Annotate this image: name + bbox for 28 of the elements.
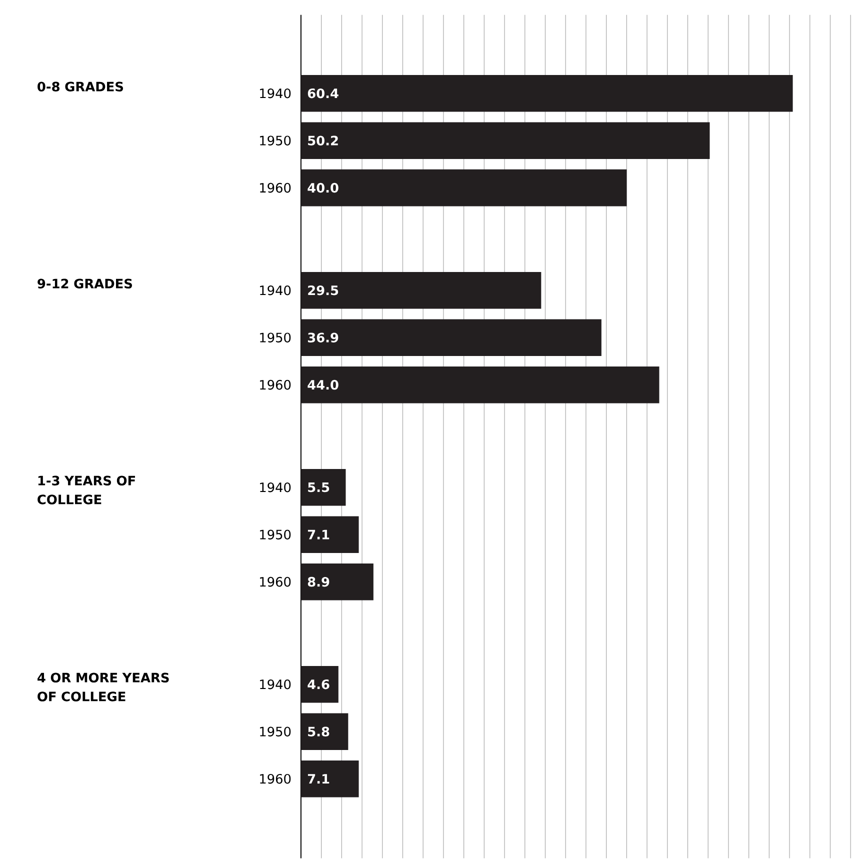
text: 9-12 GRADES — [38, 278, 132, 288]
data-label: 29.5 — [308, 285, 338, 296]
y-tick-label: 1940 — [260, 679, 291, 690]
y-tick-label: 1960 — [260, 576, 291, 587]
text: 0-8 GRADES — [37, 82, 123, 92]
data-label: 8.9 — [308, 576, 330, 587]
data-label: 40.0 — [308, 182, 338, 193]
y-tick-label: 1940 — [260, 482, 291, 492]
y-tick-label: 1950 — [260, 332, 291, 342]
text: 4 OR MORE YEARS OF COLLEGE — [37, 672, 169, 702]
data-label: 4.6 — [308, 679, 330, 690]
data-label: 7.1 — [308, 530, 330, 540]
y-tick-label: 1950 — [260, 136, 291, 146]
data-label: 5.8 — [308, 726, 330, 736]
data-label: 7.1 — [308, 774, 330, 784]
data-label: 36.9 — [308, 332, 338, 342]
y-tick-label: 1960 — [260, 182, 291, 193]
data-label: 60.4 — [308, 88, 338, 98]
y-tick-label: 1960 — [260, 380, 291, 390]
y-tick-label: 1960 — [260, 774, 291, 784]
y-tick-label: 1950 — [260, 530, 291, 540]
data-label: 5.5 — [308, 482, 330, 492]
text: 1-3 YEARS OF COLLEGE — [38, 476, 135, 504]
y-tick-label: 1950 — [260, 726, 291, 736]
y-tick-label: 1940 — [260, 88, 291, 98]
y-tick-label: 1940 — [260, 285, 291, 296]
data-label: 50.2 — [308, 136, 338, 146]
data-label: 44.0 — [308, 380, 338, 390]
